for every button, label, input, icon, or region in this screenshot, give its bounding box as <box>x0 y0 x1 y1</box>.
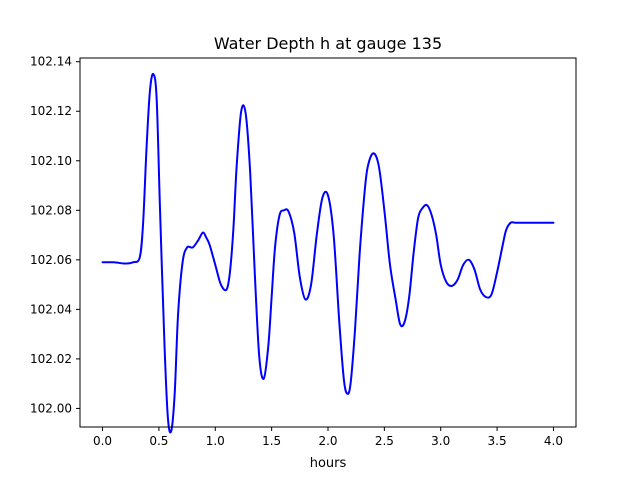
series-line <box>101 72 555 434</box>
x-tick-label: 4.0 <box>544 434 563 448</box>
y-tick-label: 102.12 <box>30 104 72 118</box>
x-tick-label: 2.0 <box>318 434 337 448</box>
x-tick-label: 3.0 <box>431 434 450 448</box>
y-tick-label: 102.14 <box>30 55 72 69</box>
x-tick-label: 1.0 <box>206 434 225 448</box>
x-tick-label: 0.5 <box>149 434 168 448</box>
y-tick-label: 102.00 <box>30 401 72 415</box>
x-tick-label: 1.5 <box>262 434 281 448</box>
x-tick-label: 3.5 <box>488 434 507 448</box>
y-tick-label: 102.06 <box>30 253 72 267</box>
y-axis: 102.00 102.02 102.04 102.06 102.08 102.10 102.… <box>30 55 80 415</box>
y-tick-label: 102.04 <box>30 302 72 316</box>
x-axis-label: hours <box>310 456 347 471</box>
y-tick-label: 102.08 <box>30 203 72 217</box>
y-tick-label: 102.02 <box>30 352 72 366</box>
plot-frame <box>79 57 577 428</box>
x-axis: 0.0 0.5 1.0 1.5 2.0 2.5 3.0 3.5 4.0 <box>93 427 563 448</box>
x-tick-label: 2.5 <box>375 434 394 448</box>
y-tick-label: 102.10 <box>30 154 72 168</box>
chart-title: Water Depth h at gauge 135 <box>214 34 442 53</box>
x-tick-label: 0.0 <box>93 434 112 448</box>
